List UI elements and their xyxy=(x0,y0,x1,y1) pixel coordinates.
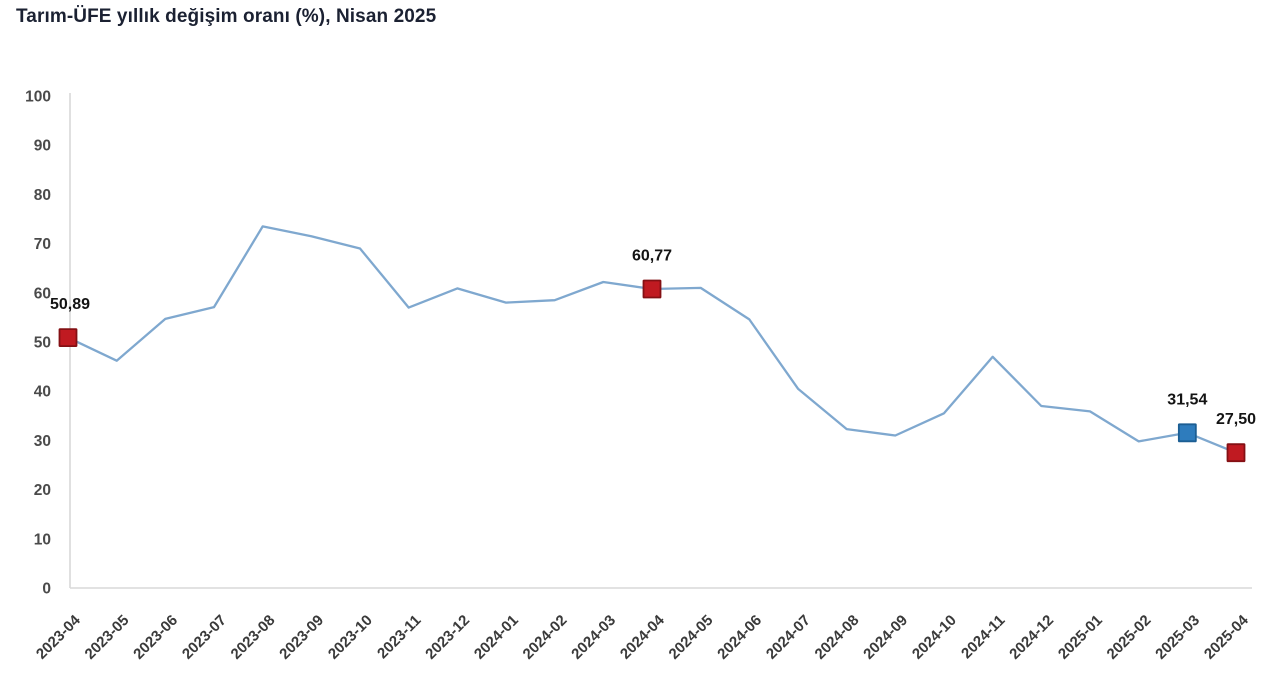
x-tick-label: 2023-06 xyxy=(130,612,181,663)
x-tick-label: 2023-04 xyxy=(33,611,84,662)
y-tick-label: 70 xyxy=(34,236,51,253)
y-tick-label: 40 xyxy=(34,384,51,401)
y-tick-label: 90 xyxy=(34,138,51,155)
x-tick-label: 2025-02 xyxy=(1104,612,1155,663)
x-tick-label: 2024-09 xyxy=(860,612,911,663)
chart-title: Tarım-ÜFE yıllık değişim oranı (%), Nisa… xyxy=(16,6,437,27)
y-tick-label: 10 xyxy=(34,531,51,548)
x-tick-label: 2024-01 xyxy=(471,612,522,663)
highlight-marker xyxy=(642,279,662,299)
x-tick-label: 2024-07 xyxy=(763,612,814,663)
x-tick-label: 2025-01 xyxy=(1055,612,1106,663)
x-tick-label: 2024-02 xyxy=(520,612,571,663)
x-tick-label: 2023-09 xyxy=(276,612,327,663)
x-tick-label: 2023-10 xyxy=(325,612,376,663)
x-tick-label: 2025-04 xyxy=(1201,611,1252,662)
point-value-label: 50,89 xyxy=(50,296,90,313)
y-tick-label: 60 xyxy=(34,285,51,302)
y-tick-label: 30 xyxy=(34,433,51,450)
point-value-label: 60,77 xyxy=(632,248,672,265)
point-value-label: 31,54 xyxy=(1167,391,1207,408)
point-value-label: 27,50 xyxy=(1216,411,1256,428)
x-tick-label: 2024-10 xyxy=(909,612,960,663)
x-tick-label: 2023-11 xyxy=(374,612,424,662)
y-tick-label: 0 xyxy=(42,581,51,598)
x-tick-label: 2025-03 xyxy=(1152,612,1203,663)
y-tick-label: 20 xyxy=(34,482,51,499)
x-tick-label: 2024-08 xyxy=(812,612,863,663)
x-tick-label: 2024-04 xyxy=(617,611,668,662)
x-tick-label: 2023-05 xyxy=(82,612,133,663)
x-tick-label: 2024-12 xyxy=(1006,612,1057,663)
y-tick-label: 50 xyxy=(34,335,51,352)
x-tick-label: 2024-11 xyxy=(958,612,1008,662)
y-tick-label: 100 xyxy=(25,89,51,106)
x-tick-label: 2024-03 xyxy=(568,612,619,663)
x-tick-label: 2024-05 xyxy=(666,612,717,663)
highlight-marker xyxy=(1226,443,1246,463)
highlight-marker xyxy=(1177,423,1197,443)
x-tick-label: 2023-07 xyxy=(179,612,230,663)
x-tick-label: 2023-12 xyxy=(422,612,473,663)
highlight-marker xyxy=(58,328,78,348)
x-tick-label: 2024-06 xyxy=(714,612,765,663)
x-tick-label: 2023-08 xyxy=(228,612,279,663)
y-tick-label: 80 xyxy=(34,187,51,204)
